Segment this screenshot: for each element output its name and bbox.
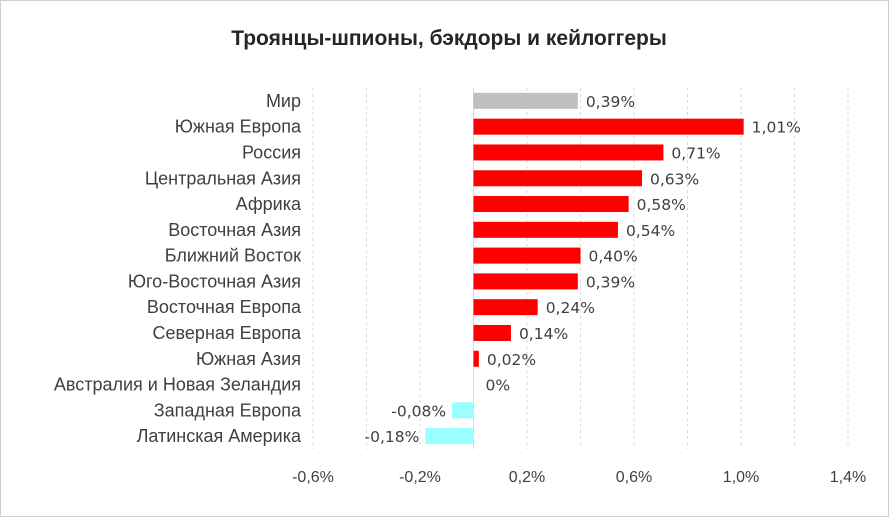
x-tick-label: -0,2% (399, 469, 441, 486)
bar (425, 428, 474, 445)
category-label: Австралия и Новая Зеландия (54, 375, 301, 395)
x-tick-label: 1,0% (723, 469, 759, 486)
data-label: -0,08% (391, 402, 446, 420)
x-tick-label: 1,4% (830, 469, 866, 486)
bar (473, 247, 581, 264)
bars-layer (425, 92, 744, 445)
data-label: 0,40% (589, 248, 638, 266)
category-label: Латинская Америка (137, 426, 302, 446)
data-label: 0,63% (650, 170, 699, 188)
bar (473, 273, 578, 290)
data-label: 1,01% (752, 119, 801, 137)
bar (452, 402, 474, 419)
chart-title: Троянцы-шпионы, бэкдоры и кейлоггеры (231, 27, 667, 50)
x-tick-label: 0,6% (616, 469, 652, 486)
bar (473, 196, 629, 213)
category-label: Восточная Азия (168, 220, 301, 240)
grid-layer (312, 88, 849, 449)
bar (473, 144, 664, 161)
x-tick-label: 0,2% (509, 469, 545, 486)
x-axis: -0,6% -0,2% 0,2% 0,6% 1,0% 1,4% (292, 469, 866, 486)
category-label: Южная Азия (196, 349, 301, 369)
data-label: 0,14% (519, 325, 568, 343)
category-label: Центральная Азия (145, 168, 301, 188)
data-label: 0,71% (671, 144, 720, 162)
category-label: Ближний Восток (165, 246, 301, 266)
category-label: Восточная Европа (147, 297, 302, 317)
data-label: -0,18% (365, 428, 420, 446)
x-tick-label: -0,6% (292, 469, 334, 486)
bar (473, 170, 643, 187)
bar (473, 299, 538, 316)
data-label: 0,58% (637, 196, 686, 214)
data-label: 0,54% (626, 222, 675, 240)
bar (473, 324, 511, 341)
bar (473, 118, 744, 135)
data-label: 0% (486, 377, 511, 395)
bar (473, 92, 578, 109)
bar (473, 350, 479, 367)
category-label: Африка (236, 194, 302, 214)
category-label: Южная Европа (175, 117, 302, 137)
data-label: 0,02% (487, 351, 536, 369)
category-label: Юго-Восточная Азия (128, 271, 301, 291)
category-label: Западная Европа (154, 400, 302, 420)
category-label: Мир (266, 91, 301, 111)
category-label: Северная Европа (153, 323, 302, 343)
category-label: Россия (242, 142, 301, 162)
data-label: 0,39% (586, 273, 635, 291)
labels-layer: Мир 0,39% Южная Европа 1,01% Россия 0,71% Цент… (54, 91, 801, 446)
data-label: 0,24% (546, 299, 595, 317)
data-label: 0,39% (586, 93, 635, 111)
bar (473, 221, 618, 238)
